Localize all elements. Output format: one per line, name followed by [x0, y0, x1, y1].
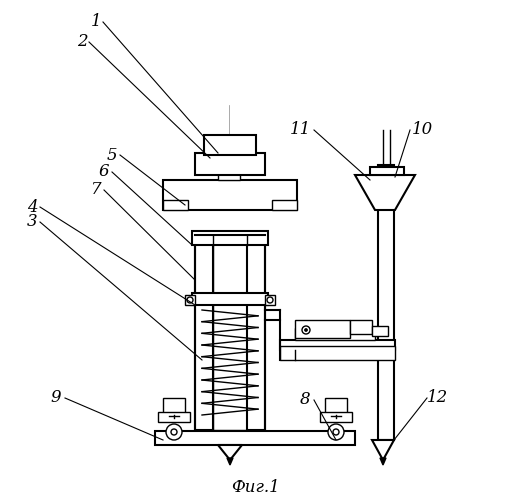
- Text: 11: 11: [290, 122, 310, 138]
- Bar: [370, 167, 404, 175]
- Bar: [325, 398, 347, 418]
- Bar: [350, 320, 372, 334]
- Bar: [218, 155, 240, 180]
- Bar: [185, 295, 195, 305]
- Bar: [192, 293, 268, 305]
- Bar: [295, 320, 350, 338]
- Text: 1: 1: [91, 14, 101, 30]
- Text: 8: 8: [300, 392, 310, 408]
- Bar: [163, 180, 297, 210]
- Polygon shape: [355, 175, 415, 210]
- Circle shape: [328, 424, 344, 440]
- Bar: [372, 326, 388, 336]
- Polygon shape: [227, 458, 233, 465]
- Circle shape: [333, 429, 339, 435]
- Text: 7: 7: [91, 182, 101, 198]
- Bar: [272, 200, 297, 210]
- Circle shape: [171, 429, 177, 435]
- Bar: [163, 200, 188, 210]
- Text: 2: 2: [77, 34, 88, 50]
- Text: 3: 3: [26, 214, 37, 230]
- Bar: [192, 231, 268, 245]
- Text: 5: 5: [107, 146, 117, 164]
- Bar: [155, 431, 355, 445]
- Polygon shape: [380, 458, 386, 465]
- Bar: [280, 340, 395, 350]
- Bar: [195, 235, 213, 430]
- Bar: [163, 398, 185, 418]
- Text: Фиг.1: Фиг.1: [231, 480, 279, 496]
- Circle shape: [166, 424, 182, 440]
- Text: 4: 4: [26, 198, 37, 216]
- Bar: [195, 153, 265, 175]
- Bar: [378, 165, 394, 440]
- Text: 6: 6: [99, 164, 109, 180]
- Circle shape: [267, 297, 273, 303]
- Polygon shape: [218, 445, 242, 460]
- Polygon shape: [372, 440, 394, 460]
- Bar: [265, 295, 275, 305]
- Bar: [204, 135, 256, 155]
- Text: 12: 12: [427, 390, 447, 406]
- Bar: [247, 235, 265, 430]
- Bar: [213, 275, 247, 440]
- Bar: [158, 412, 190, 422]
- Bar: [280, 346, 395, 360]
- Text: 10: 10: [411, 122, 433, 138]
- Circle shape: [302, 326, 310, 334]
- Circle shape: [304, 328, 307, 332]
- Bar: [213, 235, 247, 430]
- Bar: [295, 328, 375, 340]
- Circle shape: [187, 297, 193, 303]
- Text: 9: 9: [51, 390, 61, 406]
- Bar: [320, 412, 352, 422]
